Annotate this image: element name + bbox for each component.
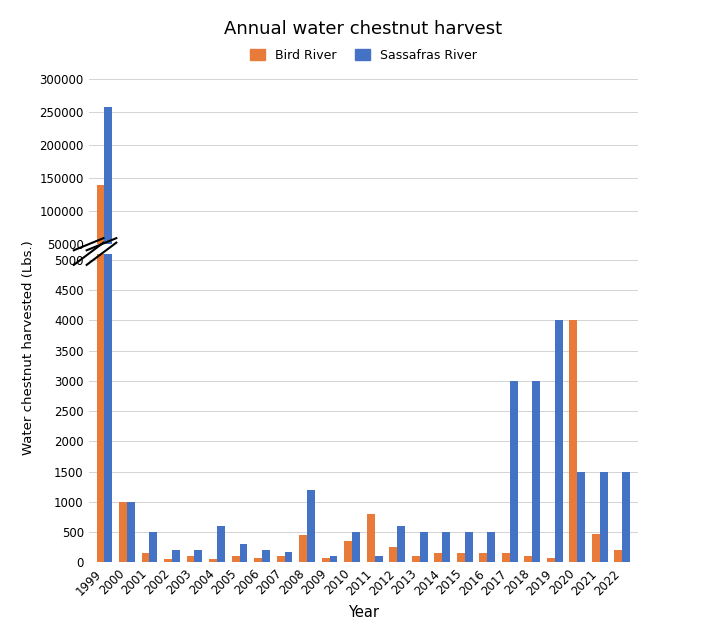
Bar xyxy=(547,558,554,562)
Bar xyxy=(600,276,608,277)
Bar xyxy=(464,532,473,562)
Bar xyxy=(510,381,518,562)
Bar xyxy=(96,185,104,277)
X-axis label: Year: Year xyxy=(348,605,379,620)
Bar xyxy=(569,274,577,277)
Bar xyxy=(569,320,577,562)
Bar xyxy=(479,554,487,562)
Bar xyxy=(525,556,532,562)
Bar xyxy=(487,532,495,562)
Bar xyxy=(209,559,217,562)
Title: Annual water chestnut harvest: Annual water chestnut harvest xyxy=(224,20,503,38)
Bar xyxy=(127,502,135,562)
Bar xyxy=(186,556,194,562)
Bar xyxy=(592,534,600,562)
Bar xyxy=(240,544,247,562)
Bar xyxy=(307,276,315,277)
Bar xyxy=(96,0,104,562)
Bar xyxy=(307,490,315,562)
Bar xyxy=(119,502,127,562)
Bar xyxy=(284,552,292,562)
Bar xyxy=(150,532,157,562)
Bar xyxy=(299,535,307,562)
Bar xyxy=(615,550,623,562)
Bar xyxy=(435,554,442,562)
Bar xyxy=(164,559,172,562)
Bar xyxy=(412,556,420,562)
Bar xyxy=(457,554,464,562)
Bar xyxy=(502,554,510,562)
Bar xyxy=(389,547,397,562)
Bar xyxy=(577,276,585,277)
Bar xyxy=(142,554,150,562)
Bar xyxy=(623,471,630,562)
Bar xyxy=(420,532,428,562)
Bar xyxy=(262,550,270,562)
Text: Water chestnut harvested (Lbs.): Water chestnut harvested (Lbs.) xyxy=(22,240,35,455)
Bar xyxy=(623,276,630,277)
Bar xyxy=(277,556,284,562)
Bar xyxy=(577,471,585,562)
Bar xyxy=(254,558,262,562)
Legend: Bird River, Sassafras River: Bird River, Sassafras River xyxy=(246,45,481,66)
Bar xyxy=(532,381,540,562)
Bar xyxy=(532,276,540,277)
Bar xyxy=(172,550,180,562)
Bar xyxy=(600,471,608,562)
Bar xyxy=(104,107,112,277)
Bar xyxy=(330,556,337,562)
Bar xyxy=(374,556,382,562)
Bar xyxy=(367,514,374,562)
Bar xyxy=(397,526,405,562)
Bar xyxy=(554,274,563,277)
Bar xyxy=(442,532,450,562)
Bar xyxy=(104,0,112,562)
Bar xyxy=(345,541,352,562)
Bar xyxy=(217,526,225,562)
Bar xyxy=(554,320,563,562)
Bar xyxy=(352,532,360,562)
Bar xyxy=(194,550,202,562)
Bar xyxy=(232,556,240,562)
Bar xyxy=(510,276,518,277)
Bar xyxy=(322,558,330,562)
